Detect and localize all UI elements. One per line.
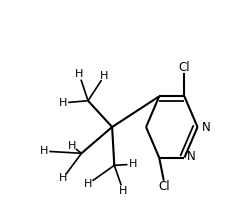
Text: Cl: Cl: [158, 180, 170, 193]
Text: H: H: [67, 141, 76, 151]
Text: H: H: [59, 173, 67, 184]
Text: H: H: [84, 179, 92, 189]
Text: N: N: [202, 120, 210, 134]
Text: N: N: [187, 150, 196, 163]
Text: H: H: [100, 71, 109, 81]
Text: H: H: [129, 159, 137, 169]
Text: Cl: Cl: [178, 61, 190, 74]
Text: H: H: [119, 185, 127, 196]
Text: H: H: [40, 146, 48, 156]
Text: H: H: [59, 98, 67, 108]
Text: H: H: [75, 69, 83, 79]
